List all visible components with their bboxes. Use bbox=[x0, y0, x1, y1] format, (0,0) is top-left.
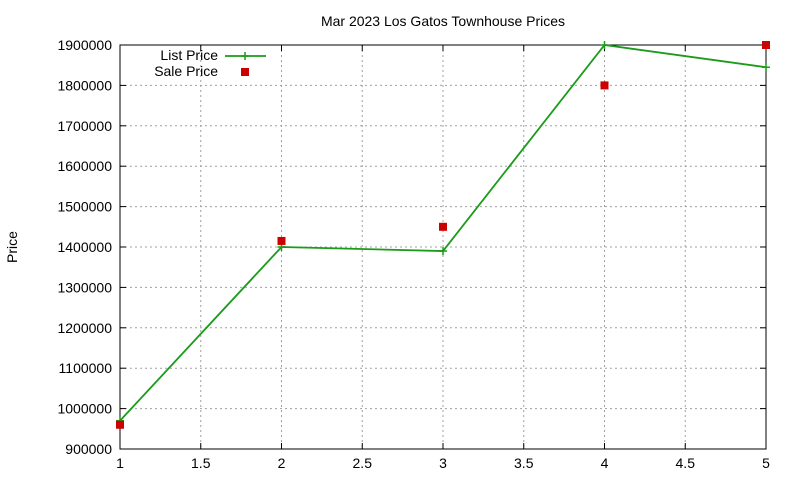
x-tick-label: 4 bbox=[601, 455, 609, 471]
grid-lines bbox=[120, 45, 766, 449]
legend-label: Sale Price bbox=[154, 63, 218, 79]
x-tick-label: 2 bbox=[278, 455, 286, 471]
x-tick-label: 1 bbox=[116, 455, 124, 471]
x-tick-label: 3.5 bbox=[514, 455, 534, 471]
axis-ticks bbox=[119, 44, 767, 450]
y-tick-label: 1600000 bbox=[57, 158, 112, 174]
series-list-price bbox=[116, 41, 770, 425]
sale-price-point bbox=[762, 41, 770, 49]
sale-price-point bbox=[439, 222, 447, 231]
x-tick-label: 3 bbox=[439, 455, 447, 471]
y-tick-label: 1900000 bbox=[57, 37, 112, 53]
tick-labels: 1 1.5 2 2.5 3 3.5 4 4.5 5 900000 1000000 1100000 120… bbox=[57, 37, 770, 471]
list-price-point bbox=[762, 63, 770, 72]
y-tick-label: 1400000 bbox=[57, 239, 112, 255]
y-tick-label: 1700000 bbox=[57, 118, 112, 134]
y-tick-label: 900000 bbox=[65, 441, 112, 457]
y-tick-label: 1500000 bbox=[57, 199, 112, 215]
list-price-point bbox=[600, 41, 609, 49]
x-tick-label: 2.5 bbox=[353, 455, 373, 471]
x-tick-label: 1.5 bbox=[191, 455, 211, 471]
series-sale-price bbox=[116, 41, 770, 429]
sale-price-point bbox=[116, 420, 124, 429]
legend-square-marker bbox=[241, 68, 249, 76]
chart-title: Mar 2023 Los Gatos Townhouse Prices bbox=[321, 13, 565, 29]
sale-price-point bbox=[600, 81, 609, 90]
legend-plus-marker bbox=[241, 52, 249, 60]
y-tick-label: 1300000 bbox=[57, 279, 112, 295]
list-price-point bbox=[439, 247, 447, 256]
y-axis-label: Price bbox=[4, 231, 20, 263]
legend-label: List Price bbox=[160, 47, 218, 63]
y-tick-label: 1800000 bbox=[57, 77, 112, 93]
x-tick-label: 4.5 bbox=[676, 455, 696, 471]
y-tick-label: 1100000 bbox=[59, 360, 113, 376]
y-tick-label: 1000000 bbox=[57, 401, 112, 417]
series bbox=[116, 41, 770, 429]
x-tick-label: 5 bbox=[762, 455, 770, 471]
y-tick-label: 1200000 bbox=[57, 320, 112, 336]
sale-price-point bbox=[277, 236, 286, 245]
